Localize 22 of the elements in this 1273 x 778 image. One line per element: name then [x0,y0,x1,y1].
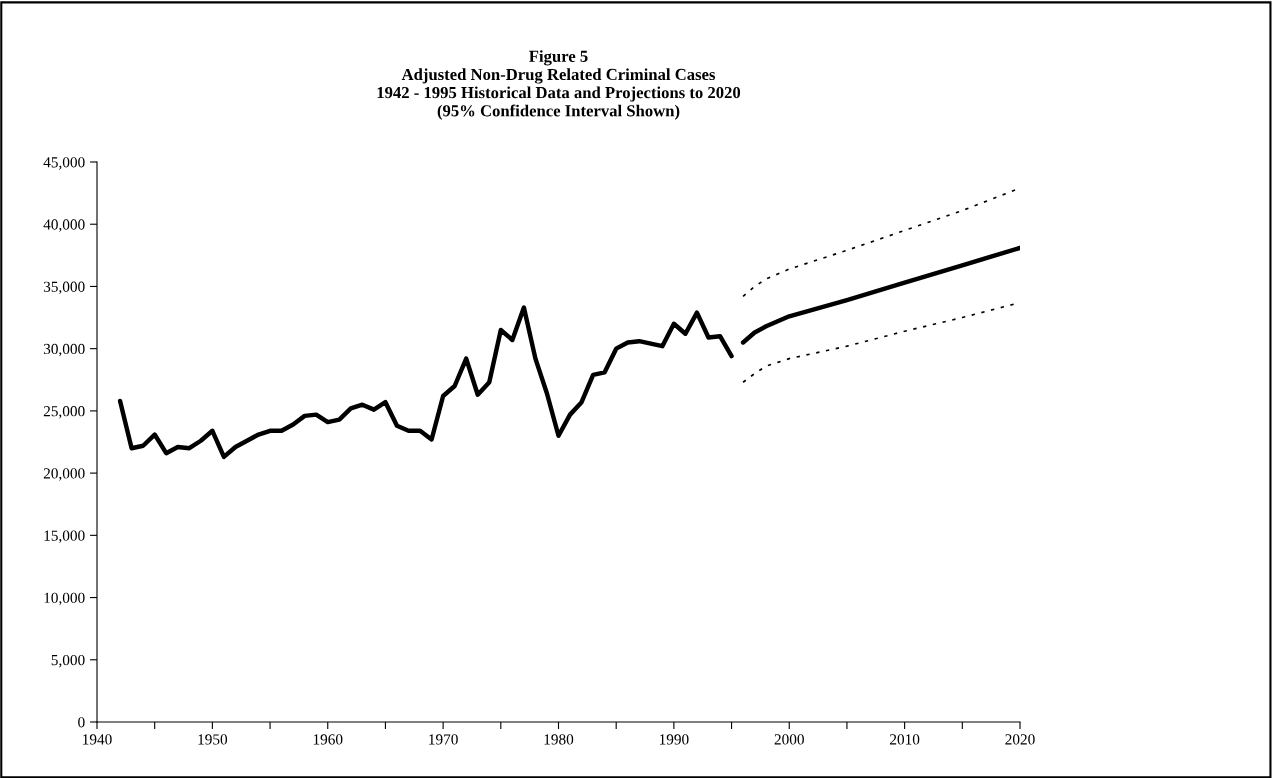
y-tick-label: 40,000 [43,219,85,232]
y-tick-label: 25,000 [43,406,85,419]
x-tick-label: 1970 [429,734,458,745]
line-series [740,245,1020,345]
y-tick-label: 45,000 [43,157,85,170]
y-tick-label: 30,000 [43,343,85,357]
x-tick-label: 2010 [890,734,920,745]
chart-title: Figure 5 Adjusted Non-Drug Related Criminal Cases 1942 - 1995 Historical Data and Projections to 2020 (95% Confidence Interval Shown) [377,50,741,120]
y-tick-label: 10,000 [44,592,85,606]
y-tick-label: 0 [78,717,85,728]
y-tick-label: 15,000 [44,530,85,543]
y-tick-label: 5,000 [51,654,85,668]
x-tick-label: 1980 [544,734,574,745]
line-series [117,305,734,460]
y-tick-label: 35,000 [43,281,85,295]
x-tick-label: 1940 [83,734,112,745]
x-tick-label: 2020 [1005,734,1035,745]
x-tick-label: 2000 [774,734,804,745]
x-tick-label: 1960 [313,734,343,745]
x-tick-label: 1990 [659,734,689,745]
x-tick-label: 1950 [198,734,228,745]
y-tick-label: 20,000 [43,468,85,481]
